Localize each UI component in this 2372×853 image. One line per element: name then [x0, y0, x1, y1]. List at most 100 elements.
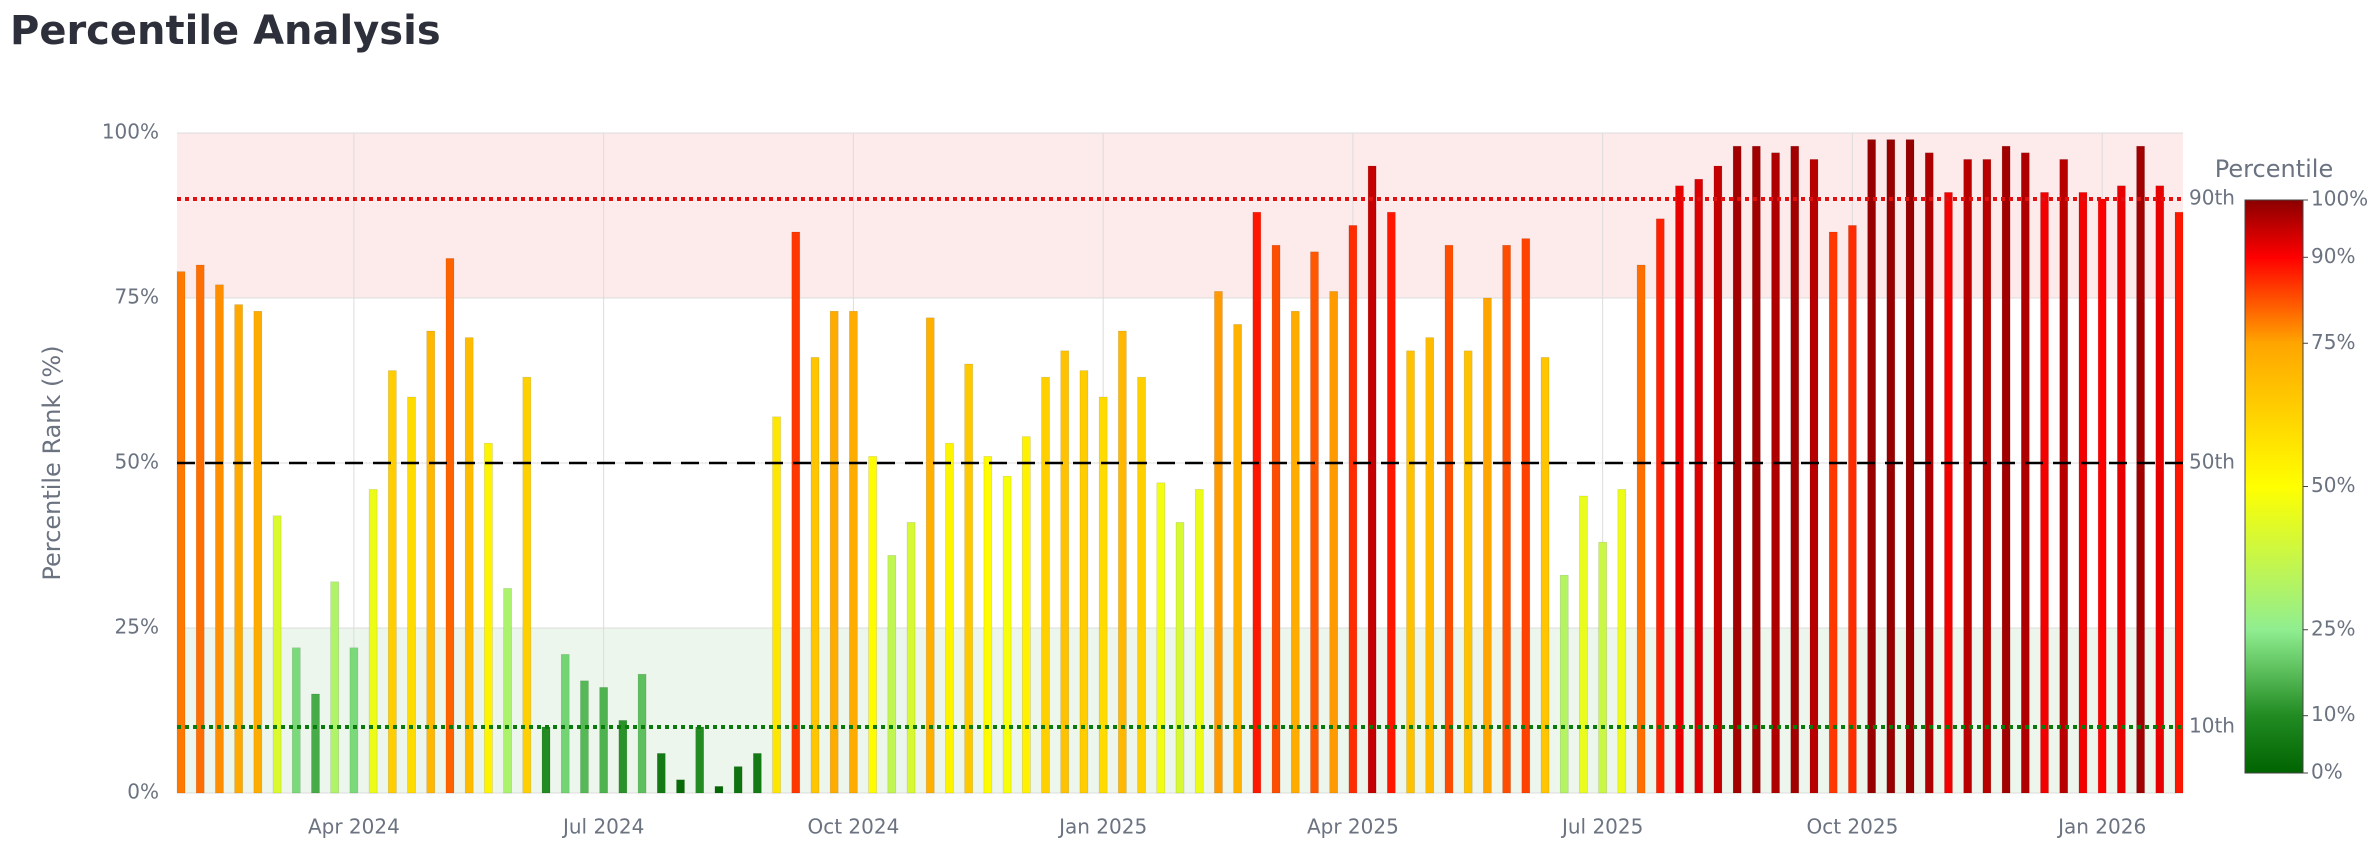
bar: [1982, 159, 1992, 794]
colorbar-tick-label: 75%: [2311, 330, 2355, 354]
bar: [1175, 522, 1185, 794]
colorbar-tick-label: 90%: [2311, 244, 2355, 268]
bar: [2097, 198, 2107, 794]
bar: [753, 753, 762, 794]
colorbar-tick-label: 25%: [2311, 616, 2355, 640]
bar: [291, 647, 301, 794]
bar: [2155, 185, 2165, 794]
bar: [1252, 211, 1262, 794]
y-axis-title: Percentile Rank (%): [38, 345, 66, 580]
bar: [1732, 145, 1742, 794]
bar: [1079, 370, 1089, 794]
bar: [1060, 350, 1070, 794]
bar: [964, 363, 973, 794]
bar: [906, 522, 916, 794]
bar: [599, 687, 608, 794]
colorbar: [2244, 199, 2304, 774]
bar: [1867, 139, 1876, 794]
bar: [733, 766, 743, 794]
bar: [2021, 152, 2030, 794]
x-tick-label: Apr 2024: [308, 815, 400, 839]
bar: [1636, 264, 1646, 794]
bar: [1194, 489, 1204, 794]
bar: [311, 693, 320, 794]
bar: [983, 456, 993, 794]
bar: [1022, 436, 1031, 794]
bar: [829, 310, 839, 794]
colorbar-tick-label: 0%: [2311, 760, 2343, 784]
bar: [618, 720, 628, 794]
bar: [2136, 145, 2145, 794]
x-tick-label: Apr 2025: [1307, 815, 1399, 839]
bar: [1310, 251, 1319, 794]
bar: [1156, 482, 1166, 794]
bar: [1675, 185, 1684, 794]
bar: [407, 396, 416, 794]
bar: [253, 310, 263, 794]
bar: [1425, 337, 1435, 794]
bar: [2040, 192, 2049, 794]
y-tick-label: 75%: [115, 285, 159, 309]
bar: [887, 555, 897, 794]
bar: [637, 673, 647, 794]
y-tick-label: 0%: [127, 780, 159, 804]
bar: [1137, 376, 1146, 794]
bar: [272, 515, 282, 794]
bar: [2174, 211, 2184, 794]
bar: [1290, 310, 1300, 794]
bar: [464, 337, 474, 794]
bar: [234, 304, 243, 794]
bar: [1118, 330, 1127, 794]
bar: [714, 786, 724, 794]
colorbar-title: Percentile: [2215, 155, 2333, 183]
bar: [695, 726, 705, 794]
bar: [1214, 291, 1223, 794]
bar: [676, 779, 685, 794]
y-tick-label: 100%: [102, 120, 159, 144]
bar: [2078, 192, 2088, 794]
bar: [176, 271, 186, 794]
x-tick-label: Jan 2025: [1057, 815, 1147, 839]
bar: [1444, 244, 1454, 794]
bar: [1752, 145, 1761, 794]
bar: [772, 416, 781, 794]
colorbar-tick-label: 100%: [2311, 187, 2368, 211]
chart-title: Percentile Analysis: [10, 8, 441, 54]
bar: [1329, 291, 1338, 794]
bar: [1406, 350, 1415, 794]
bar: [349, 647, 359, 794]
colorbar-tick-label: 10%: [2311, 702, 2355, 726]
x-tick-label: Jul 2024: [561, 815, 644, 839]
bar: [1828, 231, 1838, 794]
bar: [1809, 159, 1819, 794]
reference-label: 10th: [2189, 714, 2235, 738]
bar: [1944, 192, 1953, 794]
bar: [1771, 152, 1780, 794]
bar: [1713, 165, 1723, 794]
bar: [925, 317, 935, 794]
bar: [1387, 211, 1396, 794]
bar: [1655, 218, 1665, 794]
bar: [580, 680, 589, 794]
bar: [1463, 350, 1473, 794]
bar: [791, 231, 801, 794]
bar: [1886, 139, 1896, 794]
bar: [560, 654, 570, 794]
bar: [215, 284, 224, 794]
bar: [2117, 185, 2126, 794]
bar: [656, 753, 666, 794]
x-tick-label: Oct 2024: [807, 815, 899, 839]
bar: [1483, 297, 1492, 794]
bar: [1598, 541, 1607, 794]
bar: [1041, 376, 1050, 794]
bar: [541, 726, 551, 794]
bar: [1521, 238, 1531, 794]
bar: [1559, 574, 1569, 794]
bar: [1924, 152, 1934, 794]
bar: [2001, 145, 2011, 794]
reference-label: 50th: [2189, 450, 2235, 474]
bar: [1905, 139, 1915, 794]
bar: [388, 370, 397, 794]
y-tick-label: 50%: [115, 450, 159, 474]
